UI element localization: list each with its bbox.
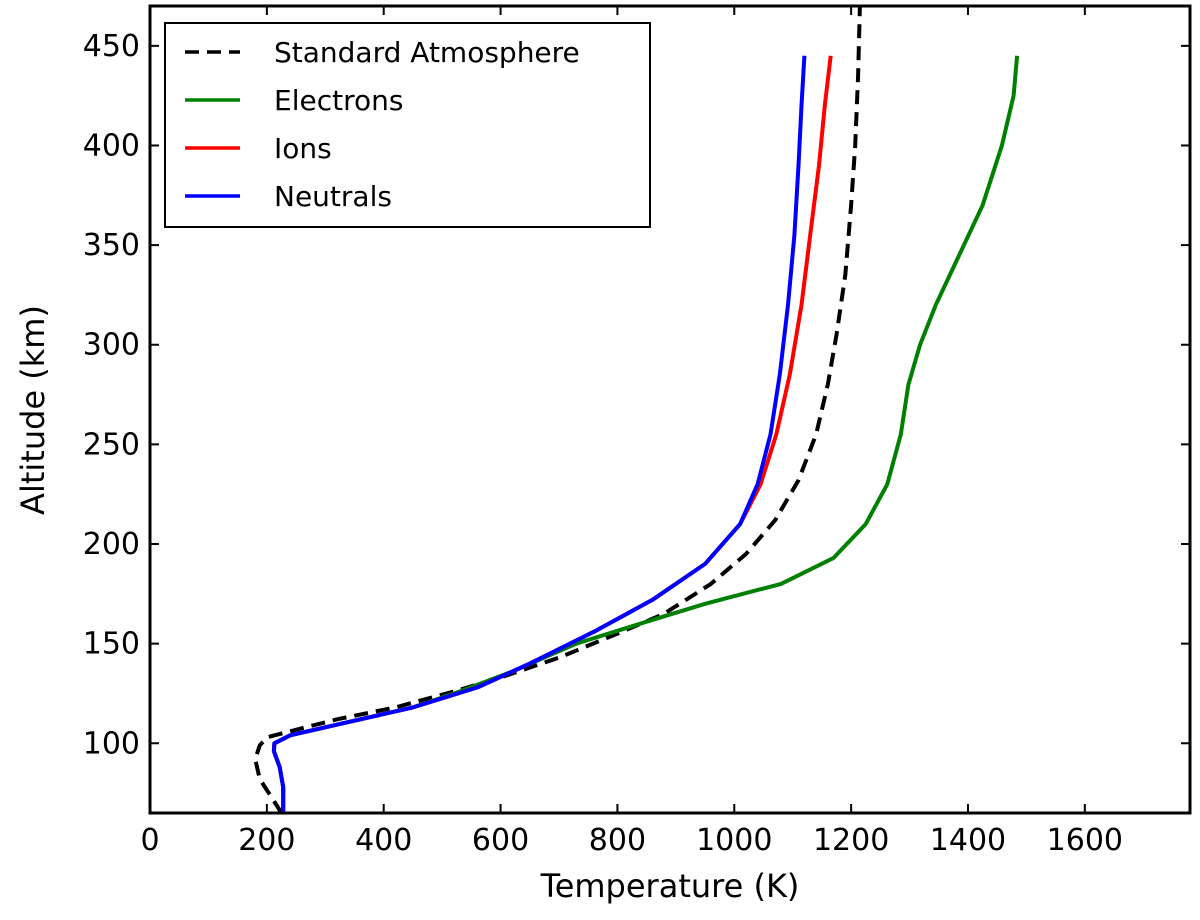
y-tick-label: 100 bbox=[83, 726, 140, 761]
legend-label-3: Ions bbox=[274, 132, 332, 165]
x-axis: 0 200 400 600 800 1000 1200 1400 1600 bbox=[140, 6, 1123, 858]
x-axis-title: Temperature (K) bbox=[540, 867, 800, 905]
y-tick-label: 300 bbox=[83, 328, 140, 363]
legend-box bbox=[164, 22, 651, 228]
x-tick-label: 1200 bbox=[813, 823, 889, 858]
x-tick-label: 0 bbox=[140, 823, 159, 858]
x-tick-label: 600 bbox=[472, 823, 529, 858]
y-tick-label: 250 bbox=[83, 427, 140, 462]
legend: Standard Atmosphere Electrons Ions Neutrals bbox=[164, 22, 651, 228]
y-tick-label: 200 bbox=[83, 527, 140, 562]
y-tick-label: 450 bbox=[83, 29, 140, 64]
legend-label-4: Neutrals bbox=[274, 180, 392, 213]
y-axis: 100 150 200 250 300 350 400 450 bbox=[83, 29, 1190, 761]
series-line-4 bbox=[271, 55, 807, 813]
legend-label-2: Electrons bbox=[274, 84, 403, 117]
x-tick-label: 400 bbox=[355, 823, 412, 858]
x-tick-label: 1600 bbox=[1047, 823, 1123, 858]
y-axis-title: Altitude (km) bbox=[14, 305, 52, 515]
y-tick-label: 350 bbox=[83, 228, 140, 263]
series-line-1 bbox=[253, 5, 862, 815]
y-tick-label: 150 bbox=[83, 627, 140, 662]
x-tick-label: 1400 bbox=[930, 823, 1006, 858]
plot-frame bbox=[148, 4, 1192, 815]
y-tick-label: 400 bbox=[83, 128, 140, 163]
x-tick-label: 1000 bbox=[696, 823, 772, 858]
x-tick-label: 200 bbox=[238, 823, 295, 858]
series-layer bbox=[253, 5, 1020, 815]
legend-label-1: Standard Atmosphere bbox=[274, 36, 580, 69]
x-tick-label: 800 bbox=[589, 823, 646, 858]
